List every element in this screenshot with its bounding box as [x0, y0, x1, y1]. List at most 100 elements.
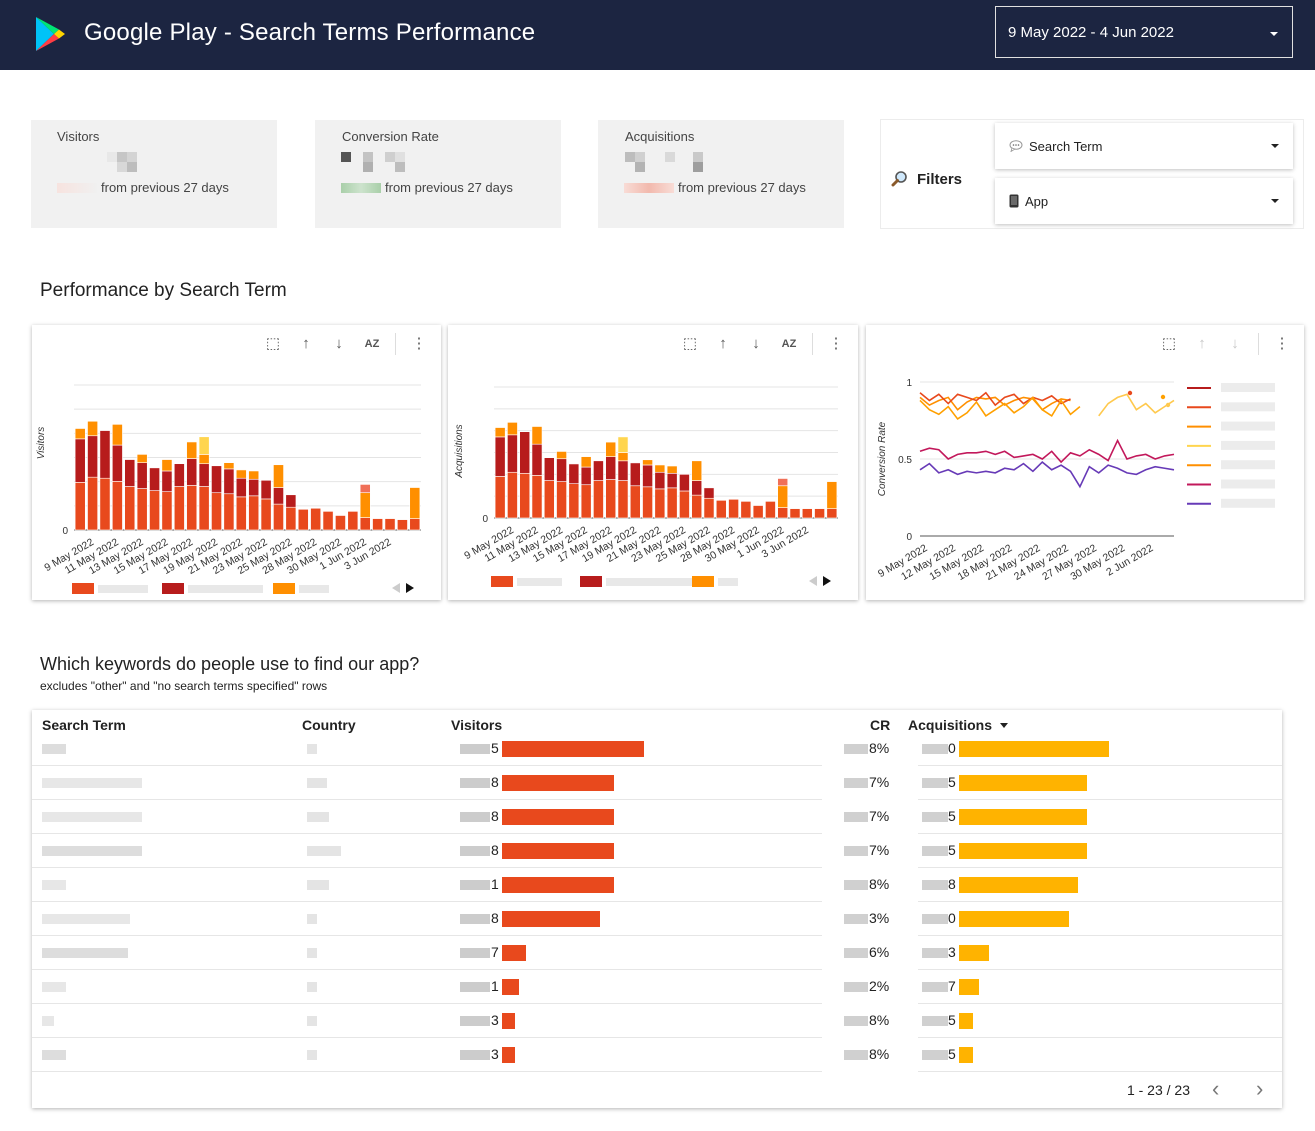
legend-label-redacted — [517, 578, 562, 586]
search-term-filter[interactable]: Search Term — [995, 123, 1293, 169]
search-term-redacted — [42, 1016, 54, 1026]
bar — [111, 424, 123, 446]
acquisitions-bar — [959, 911, 1069, 927]
sort-az-icon[interactable]: AZ — [781, 338, 797, 350]
select-area-icon[interactable]: ⬚ — [1161, 335, 1177, 352]
header-country[interactable]: Country — [302, 717, 356, 733]
table-row[interactable]: 7 6% 3 — [32, 936, 1282, 970]
arrow-down-icon[interactable]: ↓ — [1231, 335, 1239, 352]
bar — [617, 480, 629, 519]
sort-az-icon[interactable]: AZ — [364, 338, 380, 350]
table-row[interactable]: 3 8% 5 — [32, 1004, 1282, 1038]
more-vert-icon[interactable]: ⋮ — [1274, 335, 1290, 352]
bar — [593, 460, 604, 481]
chevron-down-icon — [1271, 144, 1279, 148]
acquisitions-bar — [959, 843, 1087, 859]
bar — [409, 518, 421, 531]
data-point — [1127, 390, 1133, 396]
page-title: Google Play - Search Terms Performance — [84, 19, 536, 46]
visitors-prefix-redacted — [460, 1050, 490, 1060]
table-row[interactable]: 8 7% 5 — [32, 800, 1282, 834]
bar — [654, 488, 666, 519]
bar — [223, 493, 235, 531]
visitors-bar — [502, 911, 600, 927]
visitors-prefix-redacted — [460, 1016, 490, 1026]
legend-swatch — [72, 583, 94, 594]
bar — [789, 508, 801, 519]
select-area-icon[interactable]: ⬚ — [682, 335, 698, 352]
header-search-term[interactable]: Search Term — [42, 717, 126, 733]
series-line — [919, 396, 1081, 421]
table-row[interactable]: 1 8% 8 — [32, 868, 1282, 902]
cr-value: 7% — [869, 774, 890, 790]
table-row[interactable]: 8 7% 5 — [32, 834, 1282, 868]
date-range-select[interactable]: 9 May 2022 - 4 Jun 2022 — [995, 6, 1293, 58]
search-term-redacted — [42, 982, 66, 992]
row-divider — [32, 935, 822, 936]
bar — [136, 454, 148, 463]
speech-bubble-icon — [1009, 140, 1023, 152]
bar — [666, 487, 678, 519]
bar — [507, 422, 518, 436]
cr-value: 2% — [869, 978, 890, 994]
bar — [297, 508, 309, 531]
bar — [580, 466, 592, 486]
visitors-prefix-redacted — [460, 846, 490, 856]
bar — [703, 487, 715, 499]
bar — [136, 462, 148, 489]
select-area-icon[interactable]: ⬚ — [265, 335, 281, 352]
header-acquisitions[interactable]: Acquisitions — [908, 717, 1009, 733]
arrow-down-icon[interactable]: ↓ — [752, 335, 760, 352]
chevron-left-icon[interactable]: ‹ — [1212, 1076, 1220, 1101]
cr-value: 8% — [869, 740, 890, 756]
row-divider — [918, 969, 1282, 970]
arrow-up-icon[interactable]: ↑ — [302, 335, 310, 352]
bar — [629, 462, 641, 487]
bar — [260, 479, 272, 500]
table-row[interactable]: 5 8% 0 — [32, 732, 1282, 766]
cr-prefix-redacted — [844, 982, 868, 992]
more-vert-icon[interactable]: ⋮ — [411, 335, 427, 352]
bar — [777, 507, 789, 519]
visitors-bar — [502, 979, 520, 995]
kpi-delta: from previous 27 days — [624, 180, 806, 195]
bar — [211, 492, 222, 531]
country-redacted — [307, 744, 317, 754]
bar — [568, 483, 580, 519]
legend-label-redacted — [1221, 440, 1275, 450]
arrow-up-icon[interactable]: ↑ — [1198, 335, 1206, 352]
table-row[interactable]: 8 7% 5 — [32, 766, 1282, 800]
app-filter[interactable]: App — [995, 178, 1293, 224]
table-row[interactable]: 1 2% 7 — [32, 970, 1282, 1004]
kpi-conversion-rate[interactable]: Conversion Rate from previous 27 days — [315, 120, 561, 228]
arrow-down-icon[interactable]: ↓ — [335, 335, 343, 352]
header-visitors[interactable]: Visitors — [451, 717, 503, 733]
visitors-value: 1 — [491, 876, 499, 892]
chart-toolbar: ⬚ ↑ ↓ ⋮ — [1159, 333, 1292, 355]
kpi-acquisitions[interactable]: Acquisitions from previous 27 days — [598, 120, 844, 228]
series-line — [919, 396, 1071, 411]
country-redacted — [307, 948, 317, 958]
chevron-right-icon[interactable]: › — [1256, 1076, 1264, 1101]
legend-next-icon — [406, 583, 414, 593]
bar — [494, 476, 506, 519]
bar — [531, 443, 543, 476]
row-divider — [918, 1071, 1282, 1072]
more-vert-icon[interactable]: ⋮ — [828, 335, 844, 352]
bar — [605, 479, 617, 519]
arrow-up-icon[interactable]: ↑ — [719, 335, 727, 352]
bar — [211, 465, 222, 494]
header-cr[interactable]: CR — [870, 717, 891, 733]
table-row[interactable]: 3 8% 5 — [32, 1038, 1282, 1072]
bar — [198, 454, 210, 465]
y-tick-label: 0.5 — [898, 455, 912, 466]
visitors-bar — [502, 809, 615, 825]
cr-prefix-redacted — [844, 948, 868, 958]
kpi-visitors[interactable]: Visitors from previous 27 days — [31, 120, 277, 228]
series-line — [1098, 393, 1175, 417]
pagination-label: 1 - 23 / 23 — [1126, 1082, 1190, 1098]
table-row[interactable]: 8 3% 0 — [32, 902, 1282, 936]
visitors-value: 7 — [491, 944, 499, 960]
